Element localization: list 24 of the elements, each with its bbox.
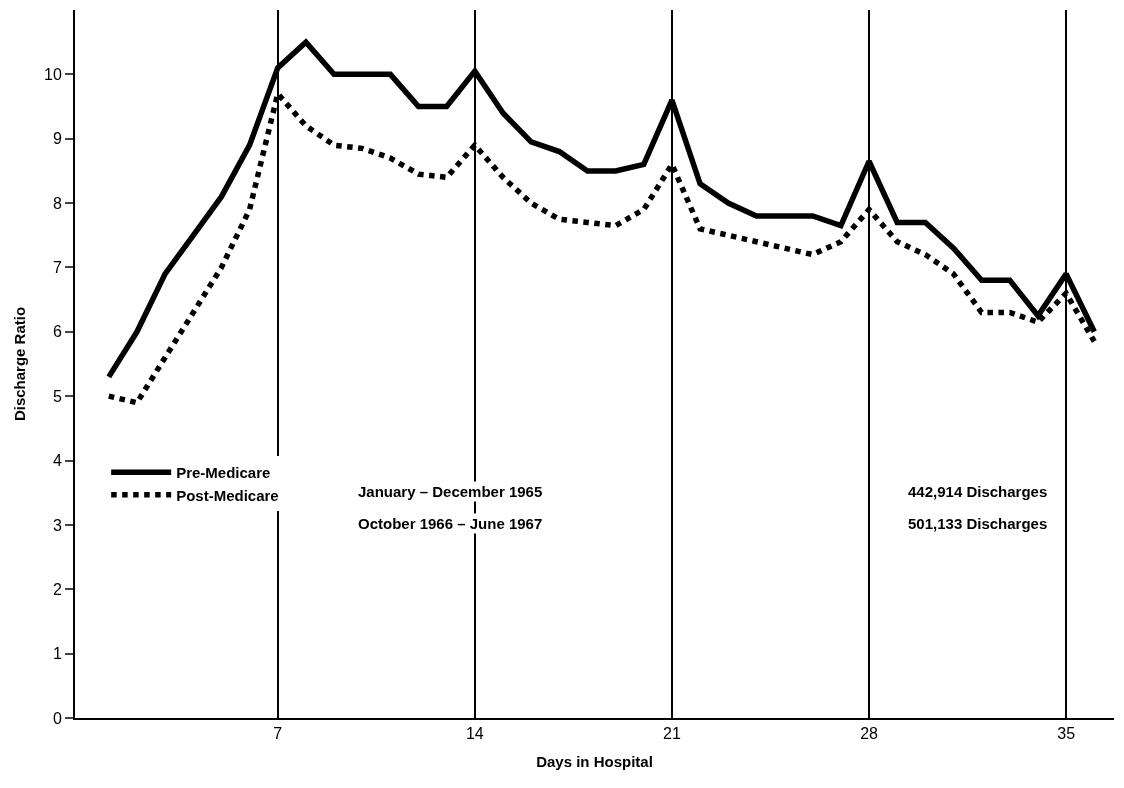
annotation: October 1966 – June 1967	[358, 515, 543, 532]
x-tick-label: 28	[860, 725, 879, 743]
x-tick-label: 35	[1057, 725, 1076, 743]
x-tick-label: 7	[273, 725, 283, 743]
y-tick-label: 0	[52, 709, 62, 727]
y-tick-label: 2	[52, 580, 62, 598]
y-tick-label: 8	[52, 194, 62, 212]
y-tick-label: 5	[52, 387, 62, 405]
x-axis-title: Days in Hospital	[536, 752, 653, 770]
y-axis-title: Discharge Ratio	[10, 306, 28, 422]
y-tick-label: 3	[52, 516, 62, 534]
y-tick-label: 10	[44, 65, 62, 83]
y-tick-label: 1	[52, 645, 62, 663]
legend-label: Post-Medicare	[176, 486, 279, 504]
y-tick-label: 4	[52, 452, 62, 470]
x-tick-label: 21	[663, 725, 681, 743]
y-tick-label: 9	[52, 130, 62, 148]
y-tick-label: 6	[52, 323, 62, 341]
annotation: 501,133 Discharges	[908, 515, 1048, 532]
x-tick-label: 14	[465, 725, 484, 743]
annotation: 442,914 Discharges	[908, 483, 1048, 500]
annotation: January – December 1965	[358, 483, 543, 500]
y-tick-label: 7	[52, 259, 62, 277]
legend-label: Pre-Medicare	[176, 464, 271, 482]
